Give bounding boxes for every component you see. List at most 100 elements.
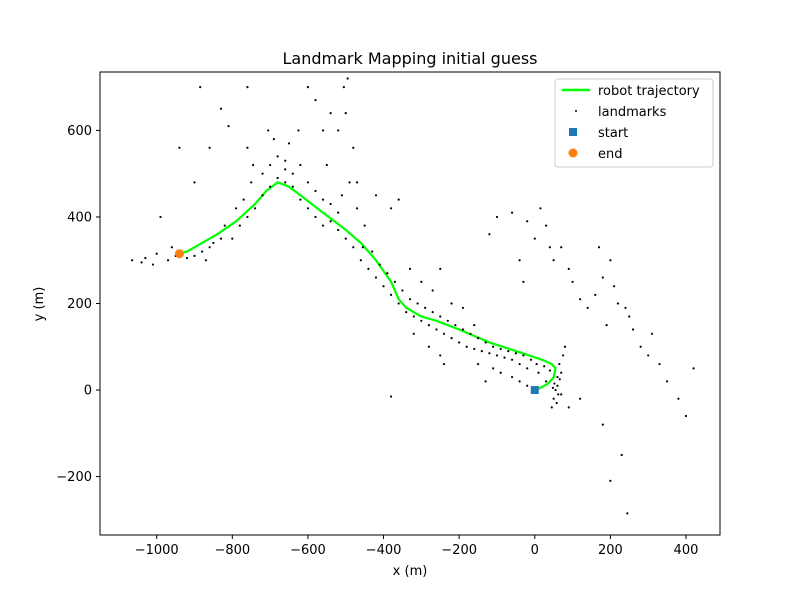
landmark-point [461, 328, 465, 331]
landmark-point [140, 261, 143, 264]
landmark-point [374, 194, 378, 197]
y-tick-label: 400 [67, 210, 92, 225]
landmark-point [526, 384, 529, 387]
landmark-point [389, 207, 393, 210]
landmark-point [344, 112, 347, 115]
landmark-point [605, 324, 608, 327]
landmark-point [579, 397, 582, 400]
landmark-point [560, 371, 563, 374]
landmark-point [529, 358, 533, 361]
y-tick-label: 200 [67, 297, 92, 312]
landmark-point [208, 146, 211, 149]
landmark-point [238, 224, 241, 227]
y-axis: −200 0 200 400 600 [56, 124, 100, 485]
landmark-point [378, 263, 381, 266]
landmark-point [439, 354, 442, 357]
marker-layer [174, 249, 539, 395]
landmark-point [427, 345, 431, 348]
landmark-point [291, 172, 294, 175]
landmark-point [287, 142, 291, 145]
landmark-point [231, 237, 234, 240]
landmark-point [601, 276, 604, 279]
legend-end-swatch [568, 148, 578, 158]
legend-trajectory-label: robot trajectory [598, 84, 700, 99]
landmark-point [329, 220, 332, 223]
landmark-point [155, 252, 158, 255]
landmark-point [359, 259, 362, 262]
landmark-point [551, 386, 555, 389]
landmark-point [389, 395, 393, 398]
landmark-point [223, 224, 226, 227]
landmark-point [159, 215, 162, 219]
landmark-point [284, 181, 287, 184]
landmark-point [314, 189, 317, 193]
landmark-point [518, 380, 521, 383]
x-tick-label: −600 [290, 543, 326, 558]
landmark-point [473, 324, 476, 327]
landmark-point [344, 237, 347, 240]
landmark-point [337, 211, 340, 214]
landmark-point [480, 349, 483, 353]
x-tick-label: −200 [441, 543, 477, 558]
landmark-point [170, 246, 173, 249]
landmark-point [665, 380, 669, 383]
y-tick-label: 0 [84, 384, 92, 399]
landmark-point [166, 259, 170, 262]
landmark-point [446, 319, 449, 322]
landmark-point [518, 259, 521, 262]
landmark-point [276, 155, 279, 158]
landmark-point [543, 365, 546, 368]
landmark-point [435, 328, 438, 331]
landmark-point [321, 198, 325, 201]
y-tick-label: −200 [56, 470, 92, 485]
landmark-point [647, 354, 650, 357]
landmark-point [427, 324, 431, 327]
landmark-point [626, 512, 629, 515]
landmark-point [558, 378, 561, 381]
landmark-point [503, 356, 506, 359]
landmark-point [560, 246, 563, 249]
x-tick-label: −400 [366, 543, 402, 558]
landmark-point [219, 237, 223, 240]
landmark-point [321, 224, 325, 227]
landmark-point [382, 285, 385, 288]
landmark-point [631, 328, 635, 331]
legend-landmarks-label: landmarks [598, 105, 667, 120]
landmark-point [692, 367, 695, 370]
landmark-point [579, 298, 582, 301]
landmark-point [348, 181, 351, 184]
landmark-point [363, 224, 366, 227]
landmark-point [539, 207, 542, 210]
landmark-point [371, 250, 374, 253]
landmark-point [284, 168, 287, 171]
landmark-point [424, 306, 427, 309]
landmark-point [495, 215, 499, 219]
landmark-point [199, 86, 202, 89]
landmark-point [227, 124, 230, 128]
landmark-point [461, 306, 465, 309]
landmark-point [291, 185, 294, 188]
landmark-point [510, 358, 514, 361]
legend-end-label: end [598, 147, 623, 162]
landmark-point [556, 375, 559, 379]
landmark-point [267, 129, 270, 132]
end-marker [174, 249, 184, 259]
landmark-point [420, 280, 423, 283]
landmark-layer [131, 77, 695, 515]
landmark-point [476, 337, 480, 340]
landmark-point [624, 306, 627, 309]
legend-landmarks-swatch [575, 110, 577, 112]
landmark-point [560, 393, 563, 396]
landmark-point [131, 259, 134, 262]
landmark-point [522, 280, 525, 283]
landmark-point [246, 215, 249, 219]
landmark-point [492, 345, 495, 348]
landmark-point [484, 341, 487, 344]
landmark-point [518, 362, 521, 366]
landmark-point [567, 406, 570, 409]
landmark-point [535, 362, 538, 366]
landmark-point [397, 302, 400, 305]
landmark-point [488, 233, 491, 236]
landmark-point [346, 77, 349, 80]
